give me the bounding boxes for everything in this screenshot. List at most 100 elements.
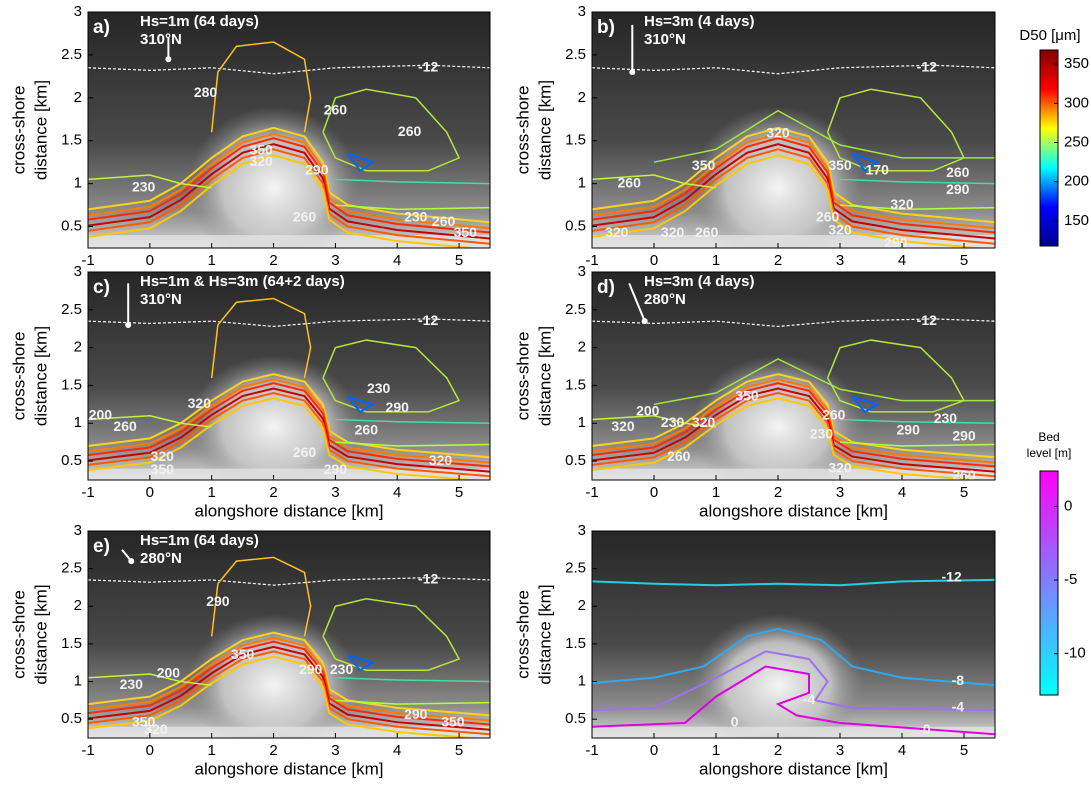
colorbar-tick-label: -5 [1064, 571, 1077, 588]
contour-label: 320 [828, 222, 852, 238]
colorbar-title: Bed [1038, 430, 1059, 444]
contour-line [826, 88, 966, 172]
contour-line [592, 378, 995, 464]
contour-label: 280 [194, 84, 218, 100]
y-axis-label: distance [km] [31, 326, 50, 426]
y-axis-label: distance [km] [31, 80, 50, 180]
contour-line [88, 645, 490, 731]
contour-line [653, 109, 995, 163]
colorbar [1039, 470, 1059, 696]
contour-label: 200 [89, 406, 113, 422]
x-tick-label: 5 [960, 742, 968, 759]
x-tick-label: 3 [836, 742, 844, 759]
y-tick-label: 3 [578, 3, 586, 20]
shoal [691, 355, 865, 480]
contour-line [335, 677, 490, 683]
y-tick-label: 2 [578, 339, 586, 356]
contour-line [592, 318, 995, 328]
contour-line [335, 204, 490, 211]
panel-label: e) [93, 536, 110, 557]
contour-line [592, 154, 988, 248]
x-tick-label: 0 [146, 742, 154, 759]
y-axis-label: cross-shore [9, 590, 28, 679]
panel-title: Hs=1m & Hs=3m (64+2 days) [140, 273, 345, 290]
beach [592, 468, 995, 480]
contour-label: 230 [132, 179, 156, 195]
contour-line [592, 143, 995, 240]
colorbar-tick-label: 250 [1064, 133, 1089, 150]
contour-line [592, 64, 995, 75]
y-tick-label: 1 [578, 175, 586, 192]
contour-line [322, 339, 461, 413]
contour-label: 290 [386, 399, 410, 415]
y-tick-label: 1.5 [565, 376, 586, 393]
x-tick-label: 1 [208, 484, 216, 501]
y-tick-label: 2.5 [61, 301, 82, 318]
contour-label: 350 [441, 714, 465, 730]
contour-label: 230 [934, 410, 958, 426]
contour-line [88, 318, 490, 328]
y-tick-label: 3 [578, 522, 586, 539]
contour-label: 320 [144, 721, 168, 737]
y-axis-label: cross-shore [513, 590, 532, 679]
contour-label: 320 [661, 224, 685, 240]
y-tick-label: 0.5 [565, 710, 586, 727]
contour-label: 260 [293, 444, 317, 460]
contour-label: -12 [917, 58, 937, 74]
x-axis-label: alongshore distance [km] [699, 501, 888, 520]
contour-line [346, 654, 375, 672]
x-tick-label: 3 [836, 252, 844, 269]
contour-label: 260 [946, 164, 970, 180]
y-tick-label: 2 [74, 597, 82, 614]
panel: -12 -8 -4 -4 0 0 [592, 531, 995, 738]
y-tick-label: 1 [578, 673, 586, 690]
beach [88, 468, 490, 480]
contour-line [210, 556, 312, 637]
x-tick-label: 5 [455, 484, 463, 501]
contour-label: 260 [667, 448, 691, 464]
x-tick-label: 0 [650, 252, 658, 269]
contour-line [210, 41, 312, 133]
contour-line [210, 297, 312, 379]
x-tick-label: 1 [712, 252, 720, 269]
y-axis-label: distance [km] [535, 584, 554, 684]
contour-label: 320 [828, 459, 852, 475]
shoal [691, 106, 865, 248]
contour-label: 230 [810, 425, 834, 441]
contour-line [592, 397, 989, 480]
contour-label: 200 [157, 665, 181, 681]
contour-label: -8 [952, 672, 965, 688]
y-axis-label: cross-shore [513, 332, 532, 421]
y-tick-label: 3 [74, 3, 82, 20]
contour-label: 320 [151, 448, 175, 464]
x-tick-label: 4 [898, 484, 906, 501]
contour-line [88, 397, 484, 480]
contour-line [346, 152, 375, 173]
contour-line [335, 441, 490, 447]
contour-line [88, 154, 483, 248]
contour-label: -4 [803, 691, 816, 707]
contour-label: 200 [636, 403, 660, 419]
contour-label: 290 [946, 181, 970, 197]
beach [592, 726, 995, 738]
x-tick-label: 5 [960, 484, 968, 501]
contour-label: 350 [735, 388, 759, 404]
x-tick-label: 2 [269, 252, 277, 269]
contour-label: 260 [324, 101, 348, 117]
y-tick-label: 1 [74, 175, 82, 192]
y-tick-label: 2 [74, 89, 82, 106]
plot-frame [87, 530, 491, 739]
arrow-head [165, 56, 172, 63]
contour-label: 230 [404, 209, 428, 225]
contour-label: 290 [299, 661, 323, 677]
y-tick-label: 0.5 [61, 452, 82, 469]
contour-line [88, 391, 490, 478]
x-tick-label: 3 [836, 484, 844, 501]
y-tick-label: 3 [578, 263, 586, 280]
contour-line [592, 382, 995, 468]
arrow-head [125, 321, 132, 328]
contour-label: 260 [952, 467, 976, 483]
